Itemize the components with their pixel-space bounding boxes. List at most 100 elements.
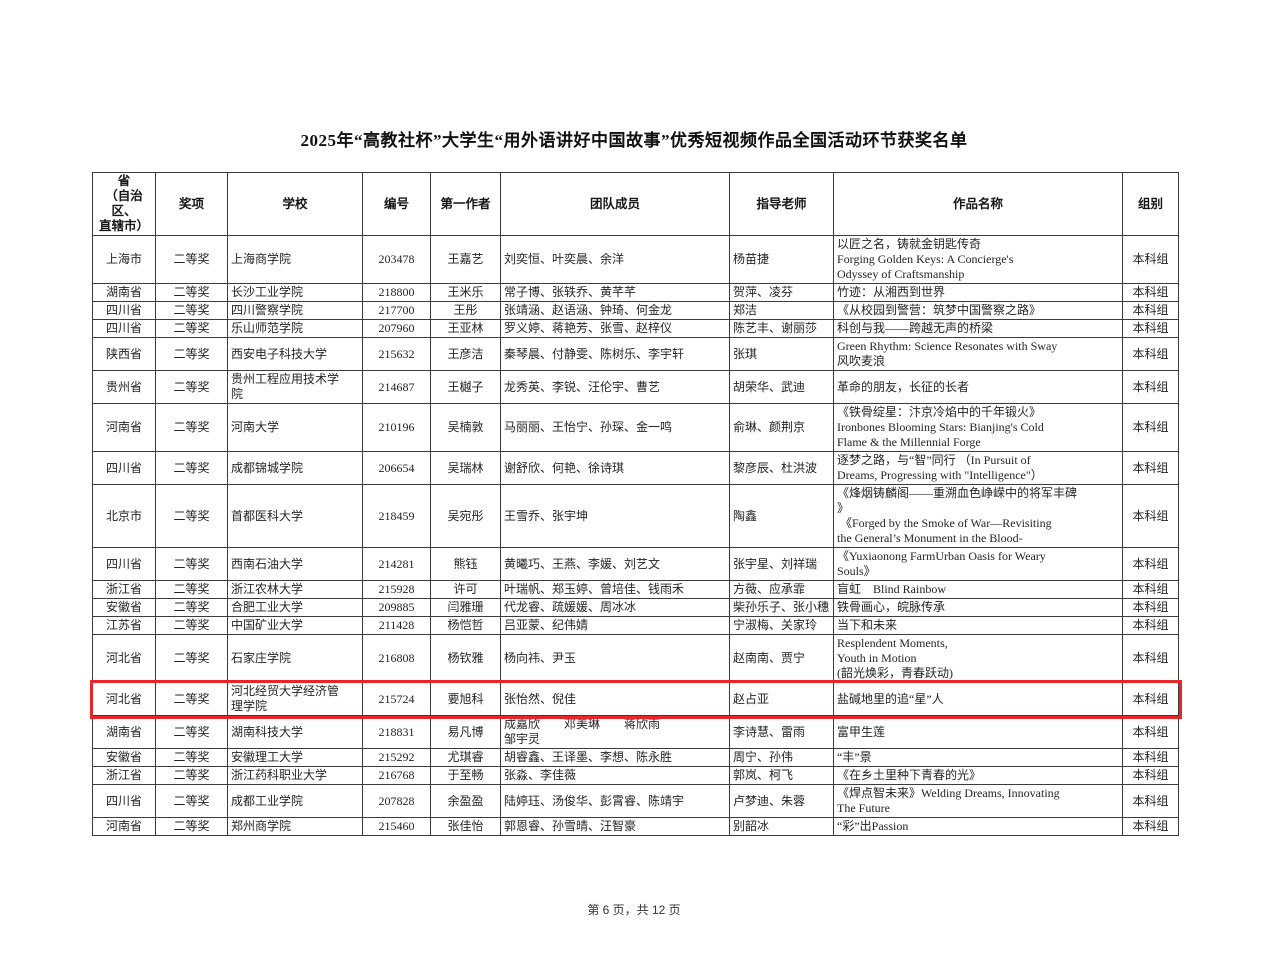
header-row: 省 （自治区、 直辖市） 奖项 学校 编号 第一作者 团队成员 指导老师 作品名称 组别 xyxy=(92,172,1179,236)
cell-title: 盲虹 Blind Rainbow xyxy=(833,580,1123,599)
table-row: 四川省 二等奖 成都工业学院 207828 余盈盈 陆婷珏、汤俊华、彭霄睿、陈靖宇 卢梦迪、… xyxy=(92,784,1179,818)
table-row: 四川省 二等奖 西南石油大学 214281 熊钰 黄曦巧、王燕、李媛、刘艺文 张宇星、刘祥瑞… xyxy=(92,547,1179,581)
cell-school: 安徽理工大学 xyxy=(227,748,363,767)
cell-group: 本科组 xyxy=(1122,598,1179,617)
cell-advisors: 张宇星、刘祥瑞 xyxy=(729,547,834,581)
table-row: 浙江省 二等奖 浙江药科职业大学 216768 于至畅 张淼、李佳薇 郭岚、柯飞 《在乡土里种… xyxy=(92,766,1179,785)
cell-title: 以匠之名，铸就金钥匙传奇 Forging Golden Keys: A Conc… xyxy=(833,235,1123,284)
cell-number: 215292 xyxy=(362,748,431,767)
cell-team: 张怡然、倪佳 xyxy=(500,682,730,716)
table-header: 省 （自治区、 直辖市） 奖项 学校 编号 第一作者 团队成员 指导老师 作品名称 组别 xyxy=(92,172,1179,236)
column-header-team: 团队成员 xyxy=(500,172,730,236)
table-row: 浙江省 二等奖 浙江农林大学 215928 许可 叶瑞帆、郑玉婷、曾培佳、钱雨禾 方薇、应承… xyxy=(92,580,1179,599)
cell-award: 二等奖 xyxy=(155,616,228,635)
cell-advisors: 贺萍、凌芬 xyxy=(729,283,834,302)
cell-advisors: 郑洁 xyxy=(729,301,834,320)
cell-team: 王雪乔、张宇坤 xyxy=(500,484,730,548)
cell-title: 《铁骨绽星：汴京冷焰中的千年锻火》 Ironbones Blooming Sta… xyxy=(833,403,1123,452)
cell-school: 长沙工业学院 xyxy=(227,283,363,302)
cell-author: 王亚林 xyxy=(430,319,501,338)
cell-award: 二等奖 xyxy=(155,337,228,371)
cell-province: 四川省 xyxy=(92,301,156,320)
cell-number: 215632 xyxy=(362,337,431,371)
cell-number: 215928 xyxy=(362,580,431,599)
cell-group: 本科组 xyxy=(1122,817,1179,836)
cell-title: 盐碱地里的追“星”人 xyxy=(833,682,1123,716)
cell-title: Resplendent Moments, Youth in Motion (韶光… xyxy=(833,634,1123,683)
cell-province: 湖南省 xyxy=(92,283,156,302)
cell-award: 二等奖 xyxy=(155,283,228,302)
cell-team: 罗义婷、蒋艳芳、张雪、赵梓仪 xyxy=(500,319,730,338)
cell-award: 二等奖 xyxy=(155,301,228,320)
cell-team: 胡睿鑫、王译墨、李想、陈永胜 xyxy=(500,748,730,767)
cell-group: 本科组 xyxy=(1122,403,1179,452)
cell-province: 四川省 xyxy=(92,784,156,818)
cell-group: 本科组 xyxy=(1122,319,1179,338)
cell-award: 二等奖 xyxy=(155,319,228,338)
cell-team: 杨向祎、尹玉 xyxy=(500,634,730,683)
table-row: 贵州省 二等奖 贵州工程应用技术学 院 214687 王樾子 龙秀英、李锐、汪伦宇、曹艺胡… xyxy=(92,370,1179,404)
cell-group: 本科组 xyxy=(1122,715,1179,749)
cell-province: 四川省 xyxy=(92,319,156,338)
cell-team: 代龙睿、疏媛媛、周冰冰 xyxy=(500,598,730,617)
cell-number: 216808 xyxy=(362,634,431,683)
cell-award: 二等奖 xyxy=(155,817,228,836)
column-header-award: 奖项 xyxy=(155,172,228,236)
cell-title: 逐梦之路，与“智”同行 （In Pursuit of Dreams, Progr… xyxy=(833,451,1123,485)
cell-author: 王樾子 xyxy=(430,370,501,404)
cell-advisors: 胡荣华、武迪 xyxy=(729,370,834,404)
cell-author: 熊钰 xyxy=(430,547,501,581)
cell-author: 张佳怡 xyxy=(430,817,501,836)
cell-advisors: 杨苗捷 xyxy=(729,235,834,284)
cell-title: “丰”景 xyxy=(833,748,1123,767)
cell-author: 余盈盈 xyxy=(430,784,501,818)
cell-group: 本科组 xyxy=(1122,283,1179,302)
cell-title: 《Yuxiaonong FarmUrban Oasis for Weary So… xyxy=(833,547,1123,581)
cell-advisors: 陈艺丰、谢丽莎 xyxy=(729,319,834,338)
cell-number: 206654 xyxy=(362,451,431,485)
cell-author: 易凡博 xyxy=(430,715,501,749)
cell-award: 二等奖 xyxy=(155,682,228,716)
cell-number: 218459 xyxy=(362,484,431,548)
cell-award: 二等奖 xyxy=(155,547,228,581)
cell-school: 河北经贸大学经济管 理学院 xyxy=(227,682,363,716)
cell-province: 北京市 xyxy=(92,484,156,548)
table-row: 北京市 二等奖 首都医科大学 218459 吴宛彤 王雪乔、张宇坤 陶鑫 《烽烟铸麟阁——重溯… xyxy=(92,484,1179,548)
cell-team: 谢舒欣、何艳、徐诗琪 xyxy=(500,451,730,485)
cell-team: 马丽丽、王怡宁、孙琛、金一鸣 xyxy=(500,403,730,452)
cell-author: 吴楠敦 xyxy=(430,403,501,452)
cell-province: 河南省 xyxy=(92,817,156,836)
cell-number: 207960 xyxy=(362,319,431,338)
cell-school: 首都医科大学 xyxy=(227,484,363,548)
cell-award: 二等奖 xyxy=(155,715,228,749)
cell-school: 石家庄学院 xyxy=(227,634,363,683)
column-header-advisors: 指导老师 xyxy=(729,172,834,236)
cell-title: 《烽烟铸麟阁——重溯血色峥嵘中的将军丰碑 》 《Forged by the Sm… xyxy=(833,484,1123,548)
cell-title: Green Rhythm: Science Resonates with Swa… xyxy=(833,337,1123,371)
cell-school: 西安电子科技大学 xyxy=(227,337,363,371)
column-header-school: 学校 xyxy=(227,172,363,236)
cell-number: 217700 xyxy=(362,301,431,320)
cell-award: 二等奖 xyxy=(155,403,228,452)
cell-team: 张淼、李佳薇 xyxy=(500,766,730,785)
cell-number: 203478 xyxy=(362,235,431,284)
cell-number: 214687 xyxy=(362,370,431,404)
cell-team: 张靖涵、赵语涵、钟琦、何金龙 xyxy=(500,301,730,320)
cell-school: 四川警察学院 xyxy=(227,301,363,320)
cell-title: 革命的朋友，长征的长者 xyxy=(833,370,1123,404)
cell-team: 叶瑞帆、郑玉婷、曾培佳、钱雨禾 xyxy=(500,580,730,599)
cell-school: 西南石油大学 xyxy=(227,547,363,581)
cell-number: 215724 xyxy=(362,682,431,716)
column-header-number: 编号 xyxy=(362,172,431,236)
cell-province: 上海市 xyxy=(92,235,156,284)
cell-province: 湖南省 xyxy=(92,715,156,749)
cell-title: 富甲生莲 xyxy=(833,715,1123,749)
cell-school: 郑州商学院 xyxy=(227,817,363,836)
cell-number: 218800 xyxy=(362,283,431,302)
cell-number: 214281 xyxy=(362,547,431,581)
cell-group: 本科组 xyxy=(1122,484,1179,548)
cell-author: 杨恺哲 xyxy=(430,616,501,635)
cell-group: 本科组 xyxy=(1122,766,1179,785)
cell-award: 二等奖 xyxy=(155,484,228,548)
cell-group: 本科组 xyxy=(1122,451,1179,485)
